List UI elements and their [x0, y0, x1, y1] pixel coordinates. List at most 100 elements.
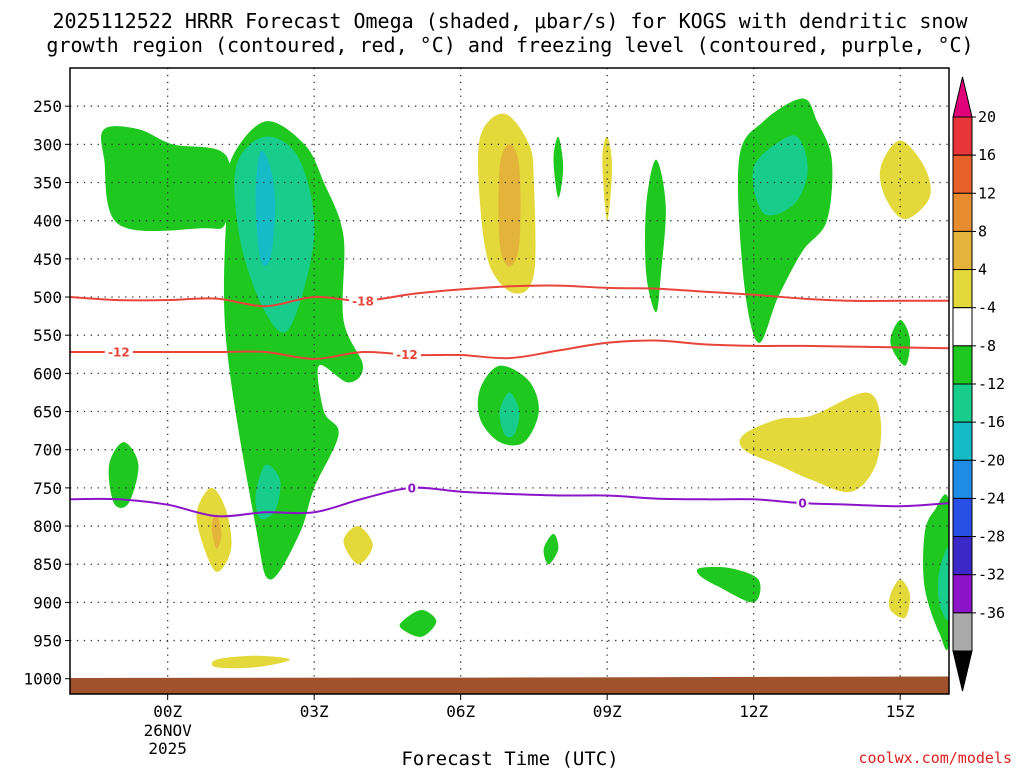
colorbar-bin-0 [952, 116, 973, 156]
y-tick-label-600: 600 [33, 364, 62, 383]
x-tick-label-12Z: 12Z [739, 702, 768, 721]
dgz-contour-line-1 [69, 339, 950, 360]
colorbar-bin-9 [952, 459, 973, 499]
y-tick-label-250: 250 [33, 97, 62, 116]
omega-region-green-right-column [737, 98, 833, 343]
omega-shading-layer [101, 98, 949, 669]
colorbar-bin-10 [952, 497, 973, 538]
freezing-contour-label-bg [405, 480, 418, 495]
colorbar-label--28: -28 [978, 528, 1005, 546]
y-tick-label-400: 400 [33, 212, 62, 231]
colorbar: 20 16 12 8 4 -4 -8 -12 -16 -20 -24 -28 -32 -36 [952, 76, 1005, 692]
y-tick-label-950: 950 [33, 632, 62, 651]
omega-region-green-left-low [108, 442, 139, 508]
colorbar-bottom-arrow [952, 650, 973, 692]
colorbar-label--12: -12 [978, 375, 1005, 393]
freezing-contour-label-0-0: 0 [408, 481, 416, 495]
colorbar-bin-13 [952, 612, 973, 652]
y-tick-label-650: 650 [33, 403, 62, 422]
omega-region-teal-right-column [752, 135, 808, 216]
y-tick-label-1000: 1000 [23, 670, 62, 689]
colorbar-label--24: -24 [978, 489, 1005, 507]
dgz-contour-label-bg [104, 344, 133, 359]
colorbar-bin-12 [952, 574, 973, 614]
dgz-contour-line-0 [69, 284, 949, 308]
colorbar-bin-8 [952, 421, 973, 461]
surface-terrain [70, 676, 949, 694]
freezing-contour-label-bg [796, 496, 809, 511]
y-tick-label-750: 750 [33, 479, 62, 498]
chart-title-line2: growth region (contoured, red, °C) and f… [46, 33, 973, 57]
omega-region-orange-01z-small [211, 514, 222, 550]
colorbar-bin-6 [952, 345, 973, 385]
colorbar-label--16: -16 [978, 413, 1005, 431]
omega-region-cyan-main-column [255, 150, 276, 267]
y-tick-label-900: 900 [33, 593, 62, 612]
colorbar-label--36: -36 [978, 604, 1005, 622]
omega-region-yellow-02z-low [211, 655, 290, 669]
dgz-contour-label-1-1: -12 [396, 348, 418, 362]
omega-region-green-upper-left [101, 126, 232, 232]
omega-region-green-08z-small [543, 533, 559, 565]
omega-region-yellow-15z-top [879, 140, 931, 220]
y-tick-label-550: 550 [33, 326, 62, 345]
y-tick-label-350: 350 [33, 174, 62, 193]
omega-region-teal-06z-blob [499, 392, 520, 438]
omega-region-teal-16z-edge [938, 547, 949, 621]
dgz-contour-label-1-0: -12 [108, 345, 130, 359]
omega-region-yellow-13z-lower [739, 392, 882, 493]
colorbar-bin-3 [952, 230, 973, 271]
colorbar-label--4: -4 [978, 299, 996, 317]
colorbar-label-20: 20 [978, 108, 996, 126]
colorbar-label--20: -20 [978, 451, 1005, 469]
colorbar-label-16: 16 [978, 146, 996, 164]
omega-region-orange-06z-column [498, 144, 521, 267]
dgz-contour-label-0-0: -18 [352, 294, 374, 308]
x-tick-label-06Z: 06Z [446, 702, 475, 721]
colorbar-label-4: 4 [978, 261, 987, 279]
x-year-label: 2025 [148, 739, 187, 758]
dgz-contour-label-bg [392, 347, 421, 362]
colorbar-label--32: -32 [978, 566, 1005, 584]
x-tick-label-15Z: 15Z [886, 702, 915, 721]
y-tick-label-500: 500 [33, 288, 62, 307]
x-axis-label: Forecast Time (UTC) [401, 748, 618, 768]
colorbar-bin-5 [952, 307, 973, 347]
colorbar-bin-1 [952, 154, 973, 194]
omega-region-green-05z-small [399, 610, 437, 637]
colorbar-bin-4 [952, 269, 973, 309]
omega-region-green-thin-10z [645, 159, 666, 313]
x-tick-label-03Z: 03Z [300, 702, 329, 721]
colorbar-label-8: 8 [978, 222, 987, 240]
y-tick-label-450: 450 [33, 250, 62, 269]
plot-frame [69, 67, 950, 695]
y-tick-label-850: 850 [33, 555, 62, 574]
x-tick-label-00Z: 00Z [153, 702, 182, 721]
colorbar-label--8: -8 [978, 337, 996, 355]
credit-text: coolwx.com/models [858, 749, 1012, 767]
x-date-label: 26NOV [144, 721, 193, 740]
omega-region-teal-main-column [234, 136, 315, 333]
freezing-contour-label-0-1: 0 [798, 497, 806, 511]
omega-region-yellow-04z-small [343, 525, 373, 565]
colorbar-label-12: 12 [978, 184, 996, 202]
omega-region-yellow-15z-low [888, 579, 911, 619]
temperature-contours: -18 -12 -12 0 0 [69, 284, 950, 518]
y-tick-label-300: 300 [33, 135, 62, 154]
omega-region-green-15z-small [890, 319, 911, 366]
y-axis: 250 300 350 400 450 500 550 600 650 700 750 800 850 9… [23, 97, 70, 689]
chart-title-line1: 2025112522 HRRR Forecast Omega (shaded, … [52, 9, 968, 33]
x-tick-label-09Z: 09Z [593, 702, 622, 721]
y-tick-label-700: 700 [33, 441, 62, 460]
omega-region-teal-low-column [255, 464, 281, 520]
colorbar-bin-2 [952, 192, 973, 232]
surface-ground [70, 676, 949, 694]
colorbar-bin-11 [952, 536, 973, 576]
colorbar-bin-7 [952, 383, 973, 423]
y-tick-label-800: 800 [33, 517, 62, 536]
omega-region-green-thin-07z [553, 136, 564, 198]
omega-region-green-11z-small [696, 566, 761, 603]
dgz-contour-label-bg [349, 293, 377, 308]
